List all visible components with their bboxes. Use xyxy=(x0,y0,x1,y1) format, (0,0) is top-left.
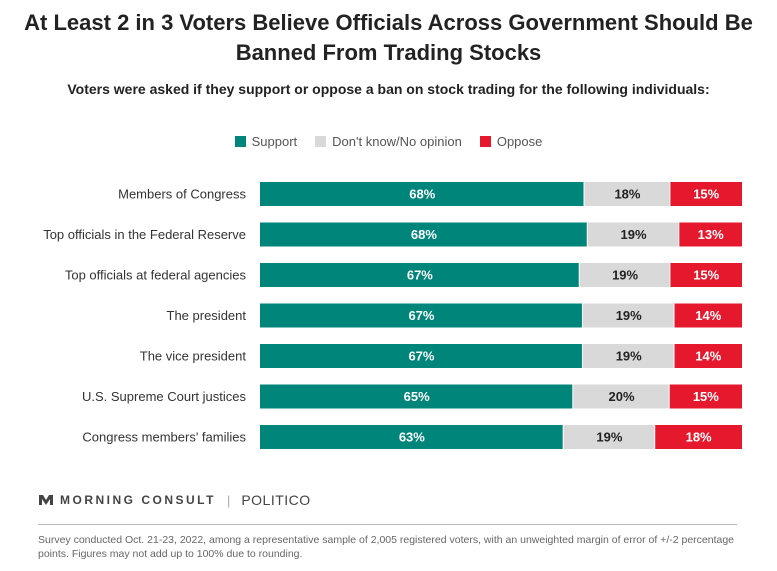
data-label-dontknow: 19% xyxy=(616,308,642,323)
chart-subtitle: Voters were asked if they support or opp… xyxy=(67,81,710,97)
morning-consult-wordmark: MORNING CONSULT xyxy=(60,493,216,507)
data-label-oppose: 13% xyxy=(698,227,724,242)
bar-segment-oppose xyxy=(670,263,742,287)
data-label-support: 67% xyxy=(408,349,434,364)
data-label-support: 65% xyxy=(404,389,430,404)
bar-segment-support xyxy=(260,425,563,449)
data-label-support: 68% xyxy=(409,187,435,202)
stacked-bar-chart: Members of Congress 68% 18% 15% Top official… xyxy=(43,182,742,449)
brand-separator: | xyxy=(226,492,231,508)
legend-swatch-support xyxy=(234,136,246,147)
bar-segment-oppose xyxy=(669,384,742,409)
bar-segment-dontknow xyxy=(563,425,655,449)
bar-segment-dontknow xyxy=(573,384,669,409)
category-label: The president xyxy=(167,308,247,323)
bar-segment-oppose xyxy=(655,425,742,449)
category-label: Congress members' families xyxy=(82,430,246,445)
bar-segment-oppose xyxy=(679,222,742,247)
bar-segment-dontknow xyxy=(579,263,670,287)
politico-wordmark: POLITICO xyxy=(241,492,311,508)
data-label-dontknow: 18% xyxy=(614,187,640,202)
data-label-dontknow: 19% xyxy=(616,349,642,364)
data-label-dontknow: 20% xyxy=(608,389,634,404)
category-label: Members of Congress xyxy=(118,187,246,202)
bar-segment-oppose xyxy=(670,182,742,206)
legend-item-support: Support xyxy=(234,134,298,149)
legend-label-support: Support xyxy=(251,134,298,149)
data-label-support: 67% xyxy=(408,308,434,323)
data-label-oppose: 14% xyxy=(695,308,721,323)
legend: Support Don't know/No opinion Oppose xyxy=(0,134,777,149)
brand-footer: MORNING CONSULT | POLITICO xyxy=(38,492,311,508)
legend-swatch-dontknow xyxy=(315,136,327,147)
data-label-dontknow: 19% xyxy=(612,268,638,283)
legend-label-oppose: Oppose xyxy=(496,134,543,149)
legend-label-dontknow: Don't know/No opinion xyxy=(332,134,462,149)
bar-segment-dontknow xyxy=(587,222,679,247)
category-label: The vice president xyxy=(140,349,247,364)
bar-segment-support xyxy=(260,182,584,206)
bar-segment-support xyxy=(260,384,573,409)
data-label-dontknow: 19% xyxy=(596,430,622,445)
data-label-support: 67% xyxy=(407,268,433,283)
bar-segment-support xyxy=(260,303,582,328)
data-label-oppose: 18% xyxy=(686,430,712,445)
bar-segment-support xyxy=(260,263,579,287)
data-label-oppose: 14% xyxy=(695,349,721,364)
data-label-oppose: 15% xyxy=(693,389,719,404)
category-label: U.S. Supreme Court justices xyxy=(82,389,247,404)
footer-divider xyxy=(38,524,737,525)
legend-item-oppose: Oppose xyxy=(479,134,543,149)
data-label-support: 63% xyxy=(399,430,425,445)
bar-segment-dontknow xyxy=(582,344,674,368)
bar-segment-support xyxy=(260,222,587,247)
morning-consult-logo-icon xyxy=(39,495,53,505)
data-label-dontknow: 19% xyxy=(621,227,647,242)
category-label: Top officials in the Federal Reserve xyxy=(43,227,246,242)
bar-segment-oppose xyxy=(674,344,742,368)
chart-title: At Least 2 in 3 Voters Believe Officials… xyxy=(24,10,753,65)
data-label-oppose: 15% xyxy=(693,187,719,202)
data-label-support: 68% xyxy=(411,227,437,242)
bar-segment-dontknow xyxy=(584,182,670,206)
legend-item-dontknow: Don't know/No opinion xyxy=(315,134,462,149)
survey-footnote: Survey conducted Oct. 21-23, 2022, among… xyxy=(38,534,735,560)
category-label: Top officials at federal agencies xyxy=(65,268,247,283)
bar-segment-oppose xyxy=(674,303,742,328)
legend-swatch-oppose xyxy=(479,136,491,147)
bar-segment-support xyxy=(260,344,582,368)
data-label-oppose: 15% xyxy=(693,268,719,283)
bar-segment-dontknow xyxy=(582,303,674,328)
